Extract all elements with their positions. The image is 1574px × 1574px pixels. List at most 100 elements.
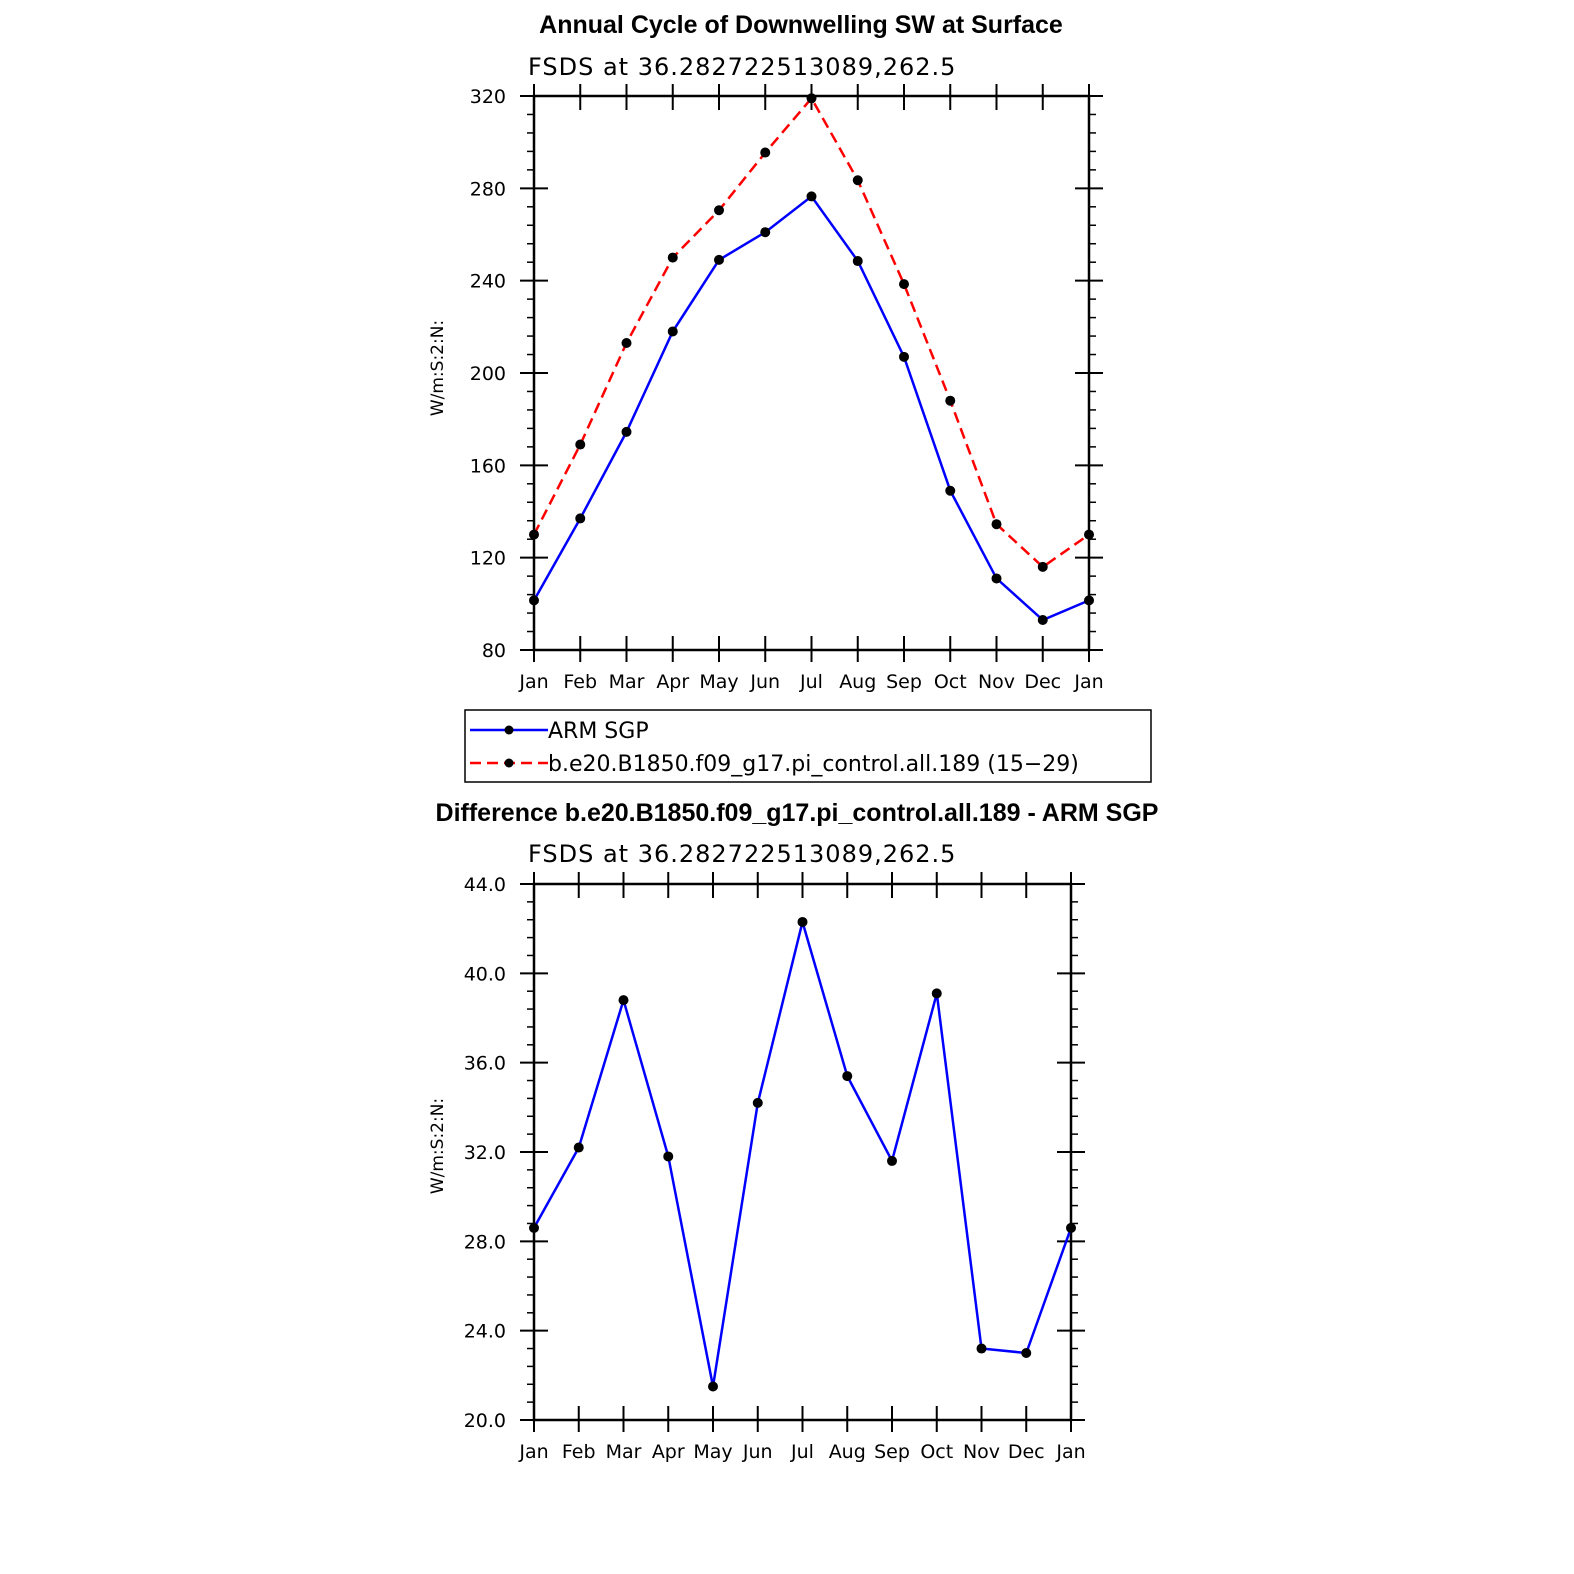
data-point	[621, 337, 632, 348]
data-point	[1084, 529, 1094, 540]
data-point	[852, 175, 863, 186]
legend-swatch-marker	[504, 758, 514, 768]
y-tick-label: 36.0	[464, 1053, 506, 1075]
data-point	[667, 252, 678, 263]
x-tick-label: Jul	[799, 671, 823, 693]
x-tick-label: Jan	[518, 671, 548, 693]
data-point	[1066, 1222, 1076, 1233]
data-point	[708, 1381, 718, 1392]
x-tick-label: May	[699, 671, 738, 693]
x-tick-label: May	[693, 1441, 732, 1463]
x-tick-label: Mar	[606, 1441, 642, 1463]
annual-cycle-panel: Annual Cycle of Downwelling SW at Surfac…	[428, 11, 1104, 693]
y-tick-label: 40.0	[464, 963, 506, 985]
legend-entry-arm-sgp: ARM SGP	[470, 719, 649, 744]
series-line-1	[532, 96, 1090, 569]
data-point	[899, 351, 909, 362]
x-tick-label: Apr	[652, 1441, 685, 1463]
y-tick-label: 32.0	[464, 1142, 506, 1164]
x-tick-label: Jun	[749, 671, 780, 693]
data-point	[760, 227, 771, 238]
data-point	[991, 519, 1002, 530]
y-tick-label: 160	[470, 455, 506, 477]
data-point	[760, 147, 771, 158]
data-point	[899, 279, 909, 290]
x-tick-label: Jan	[1055, 1441, 1085, 1463]
data-point	[945, 485, 956, 496]
y-axis-label: W/m:S:2:N:	[428, 320, 448, 416]
data-point	[852, 256, 863, 267]
x-tick-label: Nov	[978, 671, 1015, 693]
series-line-0	[532, 917, 1073, 1387]
y-tick-label: 44.0	[464, 874, 506, 896]
y-tick-label: 280	[470, 178, 506, 200]
data-point	[806, 191, 817, 202]
data-point	[887, 1155, 897, 1166]
data-point	[573, 1142, 584, 1153]
y-tick-label: 320	[470, 86, 506, 108]
x-tick-label: Aug	[829, 1441, 866, 1463]
data-point	[575, 439, 586, 450]
data-point	[1037, 561, 1048, 572]
data-point	[991, 573, 1002, 584]
x-tick-label: Aug	[839, 671, 876, 693]
y-axis-label: W/m:S:2:N:	[428, 1098, 448, 1194]
x-tick-label: Oct	[934, 671, 967, 693]
legend-label-model: b.e20.B1850.f09_g17.pi_control.all.189 (…	[548, 752, 1079, 777]
x-tick-label: Sep	[874, 1441, 910, 1463]
y-tick-label: 240	[470, 271, 506, 293]
plot-area: Jan Feb Mar Apr May Jun Jul Aug Sep Oct Nov Dec Jan 2…	[464, 872, 1086, 1463]
legend-label-arm-sgp: ARM SGP	[548, 719, 649, 744]
plot-frame	[532, 882, 1073, 1422]
x-tick-label: Sep	[886, 671, 922, 693]
data-point	[976, 1343, 987, 1354]
data-point	[621, 426, 632, 437]
x-tick-label: Jun	[742, 1441, 773, 1463]
plot-frame	[532, 94, 1091, 652]
data-point	[931, 988, 942, 999]
data-point	[1037, 614, 1048, 625]
x-tick-label: Feb	[562, 1441, 596, 1463]
chart-subtitle: FSDS at 36.282722513089,262.5	[528, 53, 956, 81]
plot-area: Jan Feb Mar Apr May Jun Jul Aug Sep Oct Nov Dec Jan 8…	[470, 84, 1104, 693]
y-tick-label: 120	[470, 548, 506, 570]
legend-box	[464, 709, 1152, 783]
x-tick-label: Jan	[1073, 671, 1103, 693]
y-tick-label: 28.0	[464, 1231, 506, 1253]
data-point	[714, 205, 724, 216]
data-point	[752, 1097, 763, 1108]
data-point	[714, 254, 724, 265]
data-point	[529, 595, 539, 606]
data-point	[667, 326, 678, 337]
legend: ARM SGP b.e20.B1850.f09_g17.pi_control.a…	[464, 709, 1152, 783]
chart-title: Difference b.e20.B1850.f09_g17.pi_contro…	[436, 799, 1159, 827]
x-tick-label: Jul	[790, 1441, 814, 1463]
data-point	[1084, 595, 1094, 606]
data-point	[842, 1071, 853, 1082]
data-point	[1021, 1348, 1032, 1358]
x-tick-label: Nov	[963, 1441, 1000, 1463]
x-tick-label: Mar	[609, 671, 645, 693]
y-tick-label: 20.0	[464, 1410, 506, 1432]
chart-title: Annual Cycle of Downwelling SW at Surfac…	[539, 11, 1063, 39]
x-tick-label: Dec	[1024, 671, 1061, 693]
y-tick-label: 24.0	[464, 1321, 506, 1343]
chart-subtitle: FSDS at 36.282722513089,262.5	[528, 840, 956, 868]
y-tick-label: 200	[470, 363, 506, 385]
series-line-0	[532, 194, 1090, 622]
data-point	[806, 93, 817, 104]
x-tick-label: Apr	[656, 671, 689, 693]
x-tick-label: Jan	[518, 1441, 548, 1463]
data-point	[797, 916, 808, 927]
x-tick-label: Dec	[1008, 1441, 1045, 1463]
data-point	[529, 1222, 539, 1233]
legend-swatch-marker	[504, 725, 514, 735]
data-point	[529, 529, 539, 540]
y-tick-label: 80	[482, 640, 506, 662]
legend-entry-model: b.e20.B1850.f09_g17.pi_control.all.189 (…	[470, 752, 1079, 777]
x-tick-label: Feb	[563, 671, 597, 693]
x-tick-label: Oct	[920, 1441, 953, 1463]
data-point	[945, 395, 956, 406]
data-point	[575, 513, 586, 524]
